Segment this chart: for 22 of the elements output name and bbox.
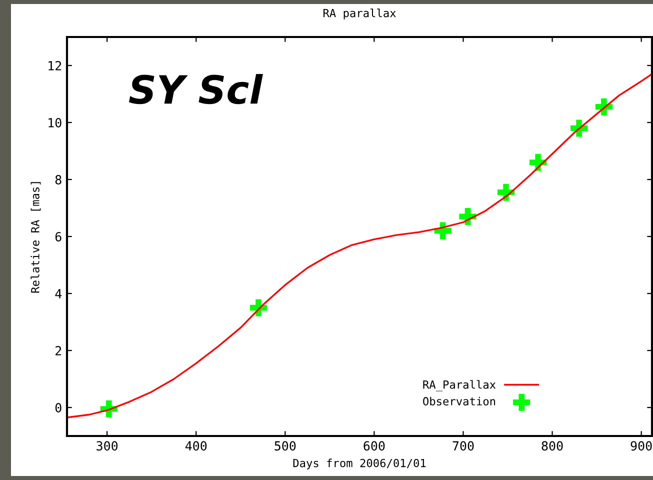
x-tick-label: 700 — [452, 441, 474, 451]
y-tick-label: 8 — [55, 175, 62, 184]
chart-title: RA parallax — [323, 8, 396, 20]
x-tick-label: 600 — [364, 441, 385, 451]
point — [570, 120, 588, 137]
x-tick-label: 800 — [542, 441, 563, 451]
y-tick-label: 2 — [56, 346, 62, 356]
x-axis-title: Days from 2006/01/01 — [293, 458, 426, 470]
x-tick-label: 300 — [96, 441, 118, 451]
x-tick-label: 500 — [274, 441, 296, 451]
x-tick-label: 400 — [185, 441, 207, 451]
y-tick-label: 12 — [48, 61, 62, 70]
line-series — [67, 73, 652, 418]
y-axis-title: Relative RA [mas] — [30, 182, 41, 293]
y-tick-label: 6 — [55, 232, 62, 242]
y-tick-label: 0 — [55, 403, 62, 412]
legend-label: RA_Parallax — [423, 380, 496, 392]
y-tick-label: 4 — [55, 289, 62, 298]
legend-label: Observation — [423, 396, 496, 406]
x-tick-label: 900 — [630, 441, 652, 451]
annotation: SY Scl — [129, 74, 263, 104]
y-tick-label: 10 — [48, 118, 62, 128]
